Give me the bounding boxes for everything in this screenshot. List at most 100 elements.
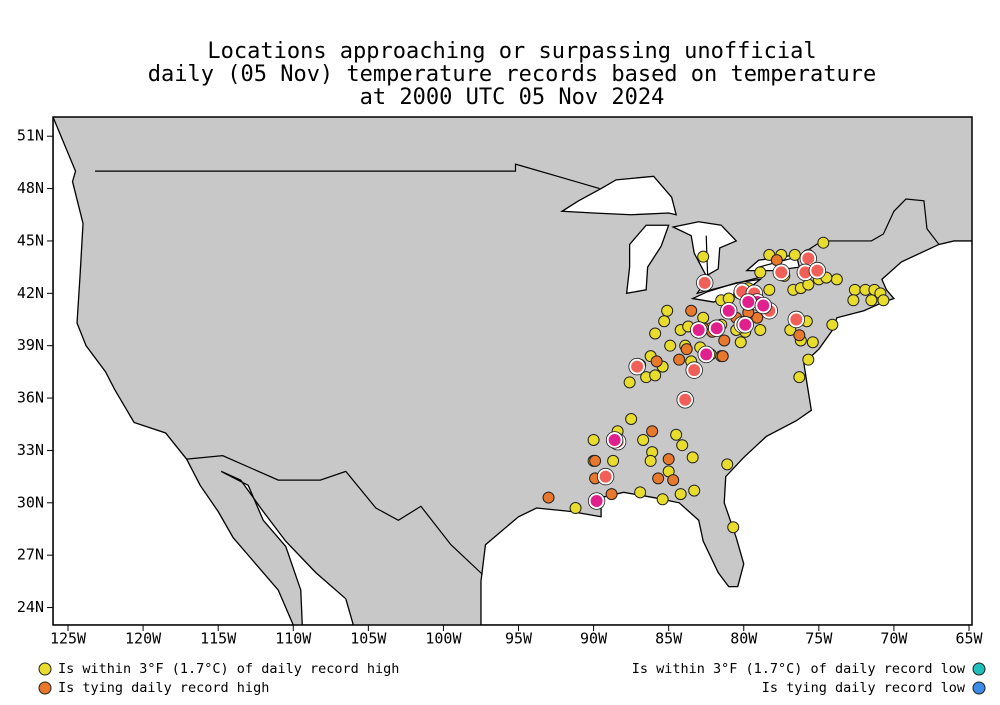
- station-marker: [754, 323, 767, 336]
- station-marker: [664, 339, 677, 352]
- station-marker: [606, 431, 623, 448]
- water: [625, 224, 670, 295]
- station-marker: [688, 484, 701, 497]
- station-marker: [649, 327, 662, 340]
- station-marker: [830, 273, 843, 286]
- water: [559, 175, 678, 216]
- station-marker: [690, 321, 707, 338]
- x-tick-label: 95W: [505, 630, 533, 648]
- station-marker: [721, 458, 734, 471]
- station-marker: [793, 371, 806, 384]
- station-marker: [773, 264, 790, 281]
- title-line: at 2000 UTC 05 Nov 2024: [360, 85, 665, 110]
- station-marker-outline: [596, 467, 615, 486]
- legend-swatch: [972, 681, 986, 695]
- border: [95, 163, 600, 190]
- station-marker: [634, 486, 647, 499]
- x-tick-label: 75W: [805, 630, 833, 648]
- station-marker: [677, 391, 694, 408]
- station-marker: [865, 294, 878, 307]
- y-tick-label: 51N: [17, 127, 44, 145]
- station-marker: [623, 376, 636, 389]
- x-tick-label: 85W: [655, 630, 683, 648]
- legend-label: Is tying daily record high: [58, 680, 269, 696]
- station-marker-outline: [587, 492, 606, 510]
- station-marker: [740, 294, 757, 311]
- x-tick-label: 125W: [50, 630, 87, 648]
- map-frame: [52, 116, 973, 626]
- station-marker: [720, 302, 737, 319]
- x-tick-label: 110W: [275, 630, 312, 648]
- x-tick-label: 70W: [880, 630, 908, 648]
- y-tick-label: 45N: [17, 231, 44, 249]
- station-marker: [607, 454, 620, 467]
- y-tick-label: 24N: [17, 598, 44, 616]
- y-tick-label: 36N: [17, 389, 44, 407]
- y-tick-label: 27N: [17, 546, 44, 564]
- station-marker: [644, 454, 657, 467]
- station-marker: [661, 304, 674, 317]
- station-marker: [685, 304, 698, 317]
- legend-swatch: [38, 681, 52, 695]
- legend-swatch: [972, 662, 986, 676]
- legend-label: Is within 3°F (1.7°C) of daily record hi…: [58, 661, 399, 677]
- station-marker: [686, 362, 703, 379]
- station-marker-outline: [685, 361, 703, 379]
- station-marker: [737, 316, 754, 333]
- x-tick-label: 65W: [955, 630, 983, 648]
- station-marker-outline: [676, 391, 694, 409]
- station-marker: [751, 311, 764, 324]
- title-line: daily (05 Nov) temperature records based…: [148, 62, 876, 87]
- station-marker: [652, 472, 665, 485]
- station-marker: [697, 250, 710, 263]
- station-marker: [605, 488, 618, 501]
- station-marker: [588, 493, 605, 510]
- station-marker: [649, 369, 662, 382]
- x-tick-label: 100W: [425, 630, 462, 648]
- station-marker: [680, 343, 693, 356]
- water: [220, 470, 355, 625]
- x-tick-label: 90W: [580, 630, 608, 648]
- station-marker: [667, 474, 680, 487]
- station-marker-outline: [754, 296, 772, 315]
- station-marker: [696, 274, 713, 291]
- station-marker: [716, 350, 729, 363]
- station-marker: [763, 283, 776, 296]
- x-tick-label: 105W: [350, 630, 387, 648]
- y-tick-label: 39N: [17, 336, 44, 354]
- legend-label: Is tying daily record low: [762, 680, 966, 696]
- station-marker: [817, 236, 830, 249]
- station-marker: [708, 320, 725, 337]
- station-marker: [754, 266, 767, 279]
- station-marker: [718, 334, 731, 347]
- station-marker: [802, 353, 815, 366]
- title-line: Locations approaching or surpassing unof…: [207, 39, 816, 64]
- y-tick-label: 48N: [17, 179, 44, 197]
- map-area: [53, 117, 972, 625]
- station-marker: [656, 493, 669, 506]
- station-marker: [650, 355, 663, 368]
- station-marker-outline: [696, 274, 714, 292]
- border: [186, 455, 483, 575]
- station-marker-outline: [787, 310, 806, 329]
- station-marker-outline: [808, 261, 827, 280]
- legend-swatch: [38, 662, 52, 676]
- station-marker: [734, 336, 747, 349]
- water: [53, 117, 294, 625]
- station-marker: [670, 428, 683, 441]
- station-marker: [658, 315, 671, 328]
- station-marker: [589, 454, 602, 467]
- station-marker: [847, 294, 860, 307]
- station-marker: [826, 318, 839, 331]
- x-tick-label: 120W: [125, 630, 162, 648]
- station-marker: [788, 311, 805, 328]
- station-marker: [793, 329, 806, 342]
- station-marker: [646, 425, 659, 438]
- station-marker: [629, 358, 646, 375]
- station-marker: [755, 297, 772, 314]
- station-marker: [674, 488, 687, 501]
- station-marker-outline: [628, 357, 646, 376]
- x-tick-label: 115W: [200, 630, 237, 648]
- station-marker: [587, 433, 600, 446]
